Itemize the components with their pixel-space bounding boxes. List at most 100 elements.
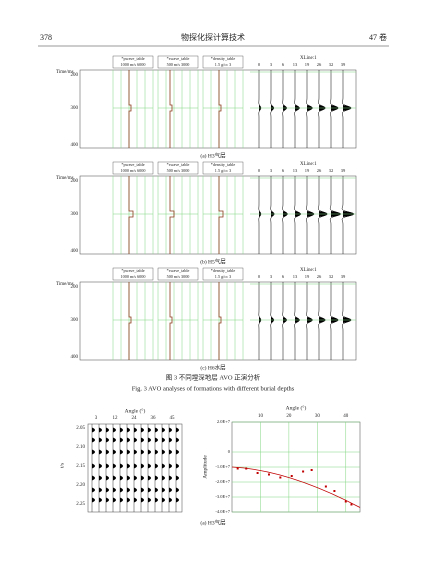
gather-lobe bbox=[176, 463, 179, 469]
gather-lobe bbox=[155, 475, 158, 481]
gather-lobe bbox=[99, 427, 102, 433]
x-tick-label: 40 bbox=[343, 414, 349, 419]
gather-lobe bbox=[155, 497, 158, 503]
gather-lobe bbox=[155, 437, 158, 443]
track-scale: 1.5 g/cc 3 bbox=[215, 168, 231, 173]
angle-tick: 3 bbox=[95, 416, 98, 421]
track-name: *pwave_table bbox=[121, 268, 144, 273]
panel-caption: (b) H5气层 bbox=[200, 257, 226, 265]
time-tick: 400 bbox=[71, 143, 79, 148]
time-tick: 400 bbox=[71, 355, 79, 360]
x-tick-label: 20 bbox=[286, 414, 292, 419]
offset-label: 19 bbox=[305, 168, 310, 173]
gather-lobe bbox=[113, 463, 116, 469]
track-scale: 1.5 g/cc 3 bbox=[215, 274, 231, 279]
data-point bbox=[256, 472, 259, 474]
gather-lobe bbox=[148, 475, 151, 481]
log-curve bbox=[128, 176, 134, 254]
panel-caption: (c) H6水层 bbox=[200, 363, 226, 371]
time-label: Time/ms bbox=[56, 176, 74, 181]
gather-lobe bbox=[141, 449, 144, 455]
data-point bbox=[302, 470, 305, 473]
log-curve bbox=[218, 282, 222, 360]
subcaption: (a) H3气层 bbox=[200, 518, 226, 526]
gather-lobe bbox=[113, 475, 116, 481]
gather-lobe bbox=[162, 497, 165, 503]
gather-lobe bbox=[162, 437, 165, 443]
gather-lobe bbox=[127, 449, 130, 455]
gather-frame bbox=[87, 423, 183, 513]
gather-lobe bbox=[155, 487, 158, 493]
track-header bbox=[157, 55, 199, 69]
gather-lobe bbox=[141, 463, 144, 469]
xline-label: XLine:1 bbox=[300, 56, 317, 61]
data-point bbox=[267, 473, 270, 476]
gather-lobe bbox=[99, 437, 102, 443]
gather-lobe bbox=[106, 475, 109, 481]
gather-lobe bbox=[92, 463, 95, 469]
y-tick-label: -1.0E+7 bbox=[215, 464, 230, 469]
track-header bbox=[157, 161, 199, 175]
time-label: Time/ms bbox=[56, 282, 74, 287]
gather-lobe bbox=[127, 497, 130, 503]
gather-lobe bbox=[134, 497, 137, 503]
log-curve bbox=[169, 176, 175, 254]
offset-label: 6 bbox=[282, 274, 285, 279]
gather-time: 2.10 bbox=[76, 445, 85, 450]
track-header bbox=[202, 55, 244, 69]
offset-label: 32 bbox=[329, 62, 334, 67]
track-header bbox=[202, 267, 244, 281]
gather-lobe bbox=[120, 475, 123, 481]
gather-lobe bbox=[176, 497, 179, 503]
gather-lobe bbox=[134, 427, 137, 433]
gather-lobe bbox=[148, 487, 151, 493]
gather-time: 2.05 bbox=[76, 426, 85, 431]
panel-caption: (a) H3气层 bbox=[200, 151, 226, 159]
gather-lobe bbox=[106, 487, 109, 493]
gather-lobe bbox=[169, 497, 172, 503]
gather-lobe bbox=[99, 449, 102, 455]
gather-time: 2.20 bbox=[76, 483, 85, 488]
gather-lobe bbox=[162, 463, 165, 469]
offset-label: 6 bbox=[282, 62, 285, 67]
angle-tick: 12 bbox=[113, 416, 119, 421]
gather-lobe bbox=[176, 427, 179, 433]
data-point bbox=[236, 467, 239, 470]
time-tick: 200 bbox=[71, 179, 79, 184]
track-scale: 1000 m/s 6000 bbox=[121, 62, 146, 67]
offset-label: 39 bbox=[341, 62, 346, 67]
gather-lobe bbox=[155, 427, 158, 433]
gather-lobe bbox=[134, 463, 137, 469]
gather-time: 2.15 bbox=[76, 464, 85, 469]
gather-lobe bbox=[106, 427, 109, 433]
y-tick-label: 0 bbox=[228, 449, 231, 454]
gather-lobe bbox=[176, 449, 179, 455]
time-label: Time/ms bbox=[56, 70, 74, 75]
xline-label: XLine:1 bbox=[300, 162, 317, 167]
track-name: *swave_table bbox=[167, 162, 190, 167]
data-point bbox=[290, 475, 293, 477]
panel-frame bbox=[79, 281, 357, 361]
gather-lobe bbox=[106, 497, 109, 503]
gather-ylabel: t/s bbox=[59, 463, 65, 468]
log-curve bbox=[169, 282, 173, 360]
panel-frame bbox=[79, 175, 357, 255]
log-curve bbox=[128, 282, 132, 360]
offset-label: 19 bbox=[305, 62, 310, 67]
trend-curve bbox=[231, 466, 361, 508]
avo-title: Angle (°) bbox=[286, 404, 307, 411]
log-curve bbox=[218, 176, 224, 254]
gather-lobe bbox=[169, 463, 172, 469]
gather-lobe bbox=[169, 437, 172, 443]
log-curve bbox=[128, 70, 132, 148]
x-tick-label: 10 bbox=[258, 414, 264, 419]
offset-label: 13 bbox=[293, 168, 298, 173]
angle-tick: 24 bbox=[132, 416, 138, 421]
gather-lobe bbox=[113, 427, 116, 433]
gather-lobe bbox=[148, 427, 151, 433]
gather-lobe bbox=[134, 475, 137, 481]
gather-lobe bbox=[113, 437, 116, 443]
gather-lobe bbox=[106, 449, 109, 455]
gather-lobe bbox=[141, 475, 144, 481]
y-tick-label: -3.0E+7 bbox=[215, 494, 230, 499]
